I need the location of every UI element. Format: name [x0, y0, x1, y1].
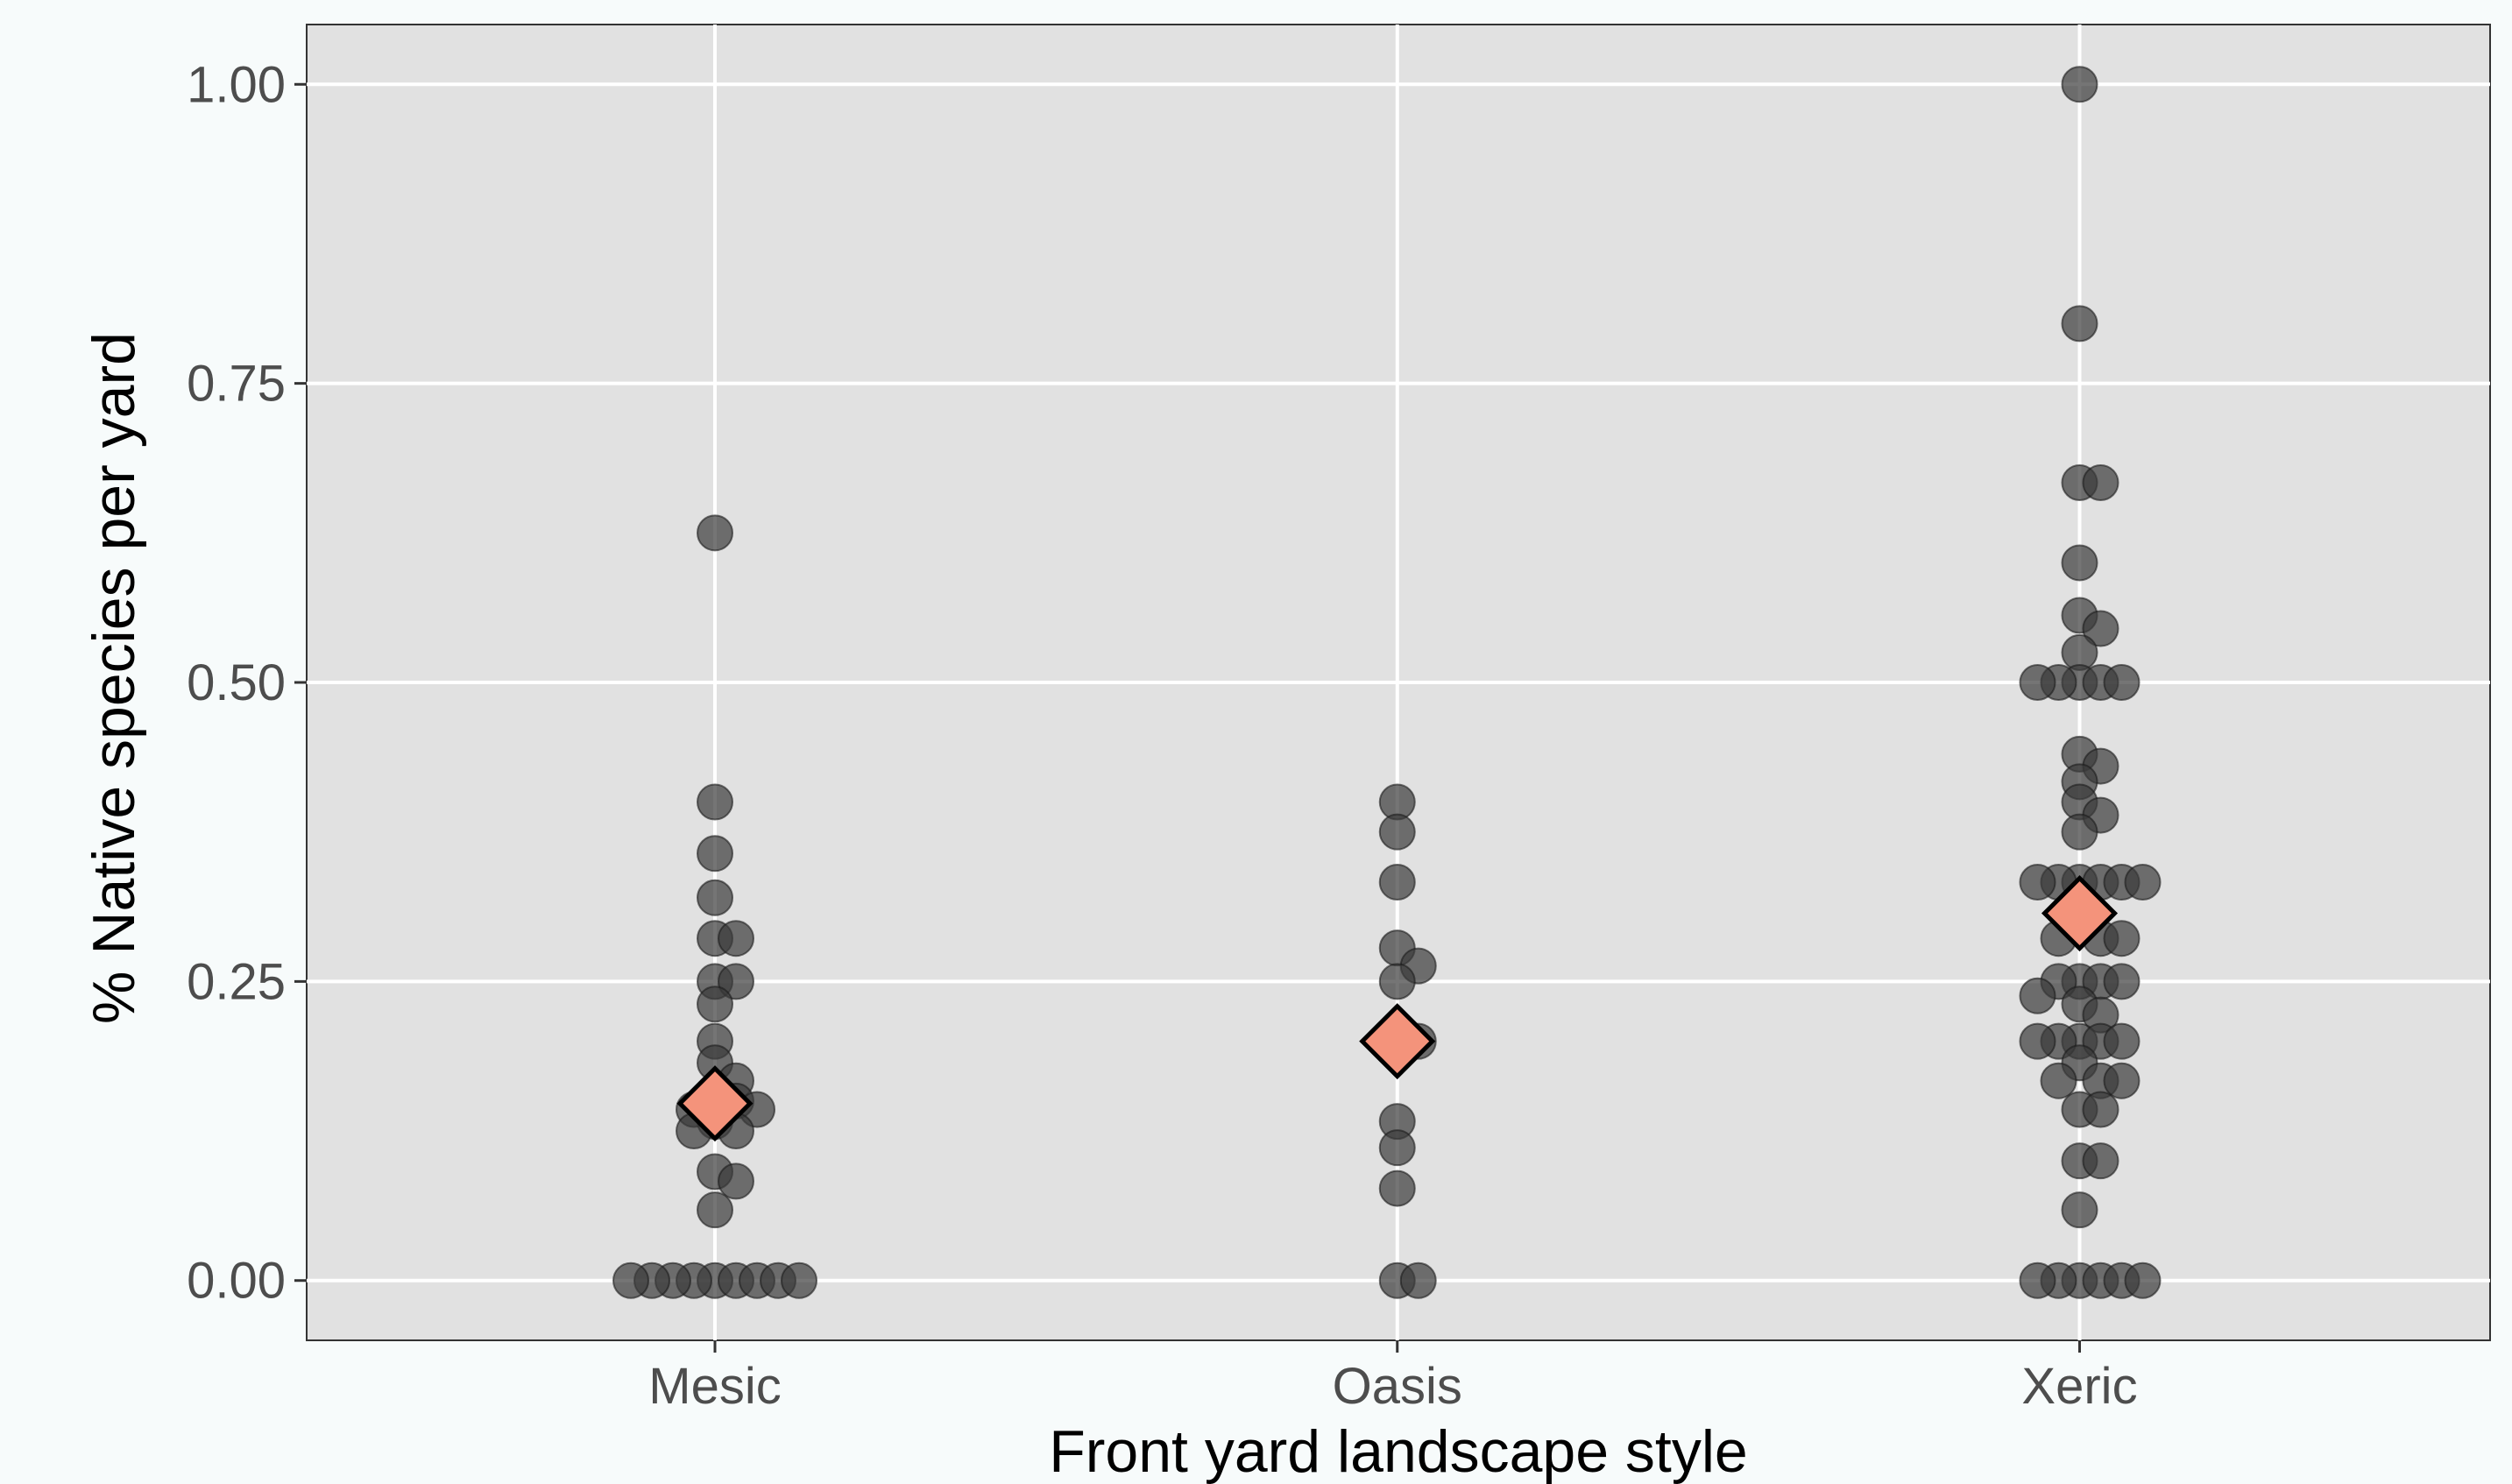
x-axis-ticks: Mesic Oasis Xeric [648, 1340, 2138, 1415]
data-point-mesic [718, 920, 755, 958]
data-point-oasis [1378, 864, 1416, 901]
data-point-mesic [697, 879, 734, 916]
data-point-xeric [2061, 1191, 2098, 1229]
data-point-xeric [2103, 920, 2141, 958]
data-point-mesic [697, 1191, 734, 1229]
data-point-xeric [2082, 610, 2119, 647]
data-point-oasis [1399, 1261, 1437, 1299]
data-point-xeric [2103, 664, 2141, 701]
data-point-mesic [697, 783, 734, 821]
data-point-xeric [2019, 664, 2056, 701]
y-axis-ticks: 0.00 0.25 0.50 0.75 1.00 [187, 56, 307, 1310]
data-point-xeric [2061, 813, 2098, 851]
y-tick-label: 0.25 [187, 953, 286, 1010]
data-point-mesic [718, 963, 755, 1000]
y-axis-title: % Native species per yard [81, 332, 147, 1024]
y-tick-label: 0.00 [187, 1253, 286, 1310]
data-point-oasis [1378, 963, 1416, 1000]
data-point-xeric [2019, 977, 2056, 1014]
data-point-oasis [1378, 1170, 1416, 1207]
data-point-xeric [2103, 963, 2141, 1000]
data-point-mesic [697, 835, 734, 873]
data-point-mesic [718, 1162, 755, 1200]
x-tick-label: Xeric [2021, 1358, 2137, 1415]
data-point-xeric [2124, 864, 2162, 901]
data-point-xeric [2124, 1261, 2162, 1299]
data-point-oasis [1378, 1129, 1416, 1167]
data-point-xeric [2019, 1261, 2056, 1299]
mean-marker-xeric [2041, 874, 2119, 952]
y-tick-label: 0.50 [187, 654, 286, 711]
data-point-xeric [2061, 305, 2098, 343]
mean-marker-oasis [1359, 1003, 1436, 1080]
data-point-xeric [2019, 864, 2056, 901]
data-point-xeric [2040, 1062, 2077, 1099]
y-tick-label: 1.00 [187, 56, 286, 113]
data-point-mesic [697, 514, 734, 552]
x-axis-title: Front yard landscape style [1049, 1418, 1748, 1484]
mean-markers [676, 874, 2119, 1142]
data-point-mesic [612, 1261, 650, 1299]
x-tick-label: Oasis [1333, 1358, 1462, 1415]
data-point-xeric [2082, 1091, 2119, 1128]
mean-marker-mesic [676, 1065, 754, 1142]
data-point-xeric [2082, 463, 2119, 501]
data-point-mesic [781, 1261, 818, 1299]
data-point-xeric [2019, 1022, 2056, 1060]
data-point-xeric [2103, 1062, 2141, 1099]
data-point-xeric [2061, 66, 2098, 103]
data-point-xeric [2082, 1142, 2119, 1180]
data-point-xeric [2061, 544, 2098, 582]
y-tick-label: 0.75 [187, 356, 286, 413]
data-point-oasis [1378, 813, 1416, 851]
data-point-xeric [2103, 1022, 2141, 1060]
data-point-mesic [697, 986, 734, 1023]
x-tick-label: Mesic [648, 1358, 781, 1415]
